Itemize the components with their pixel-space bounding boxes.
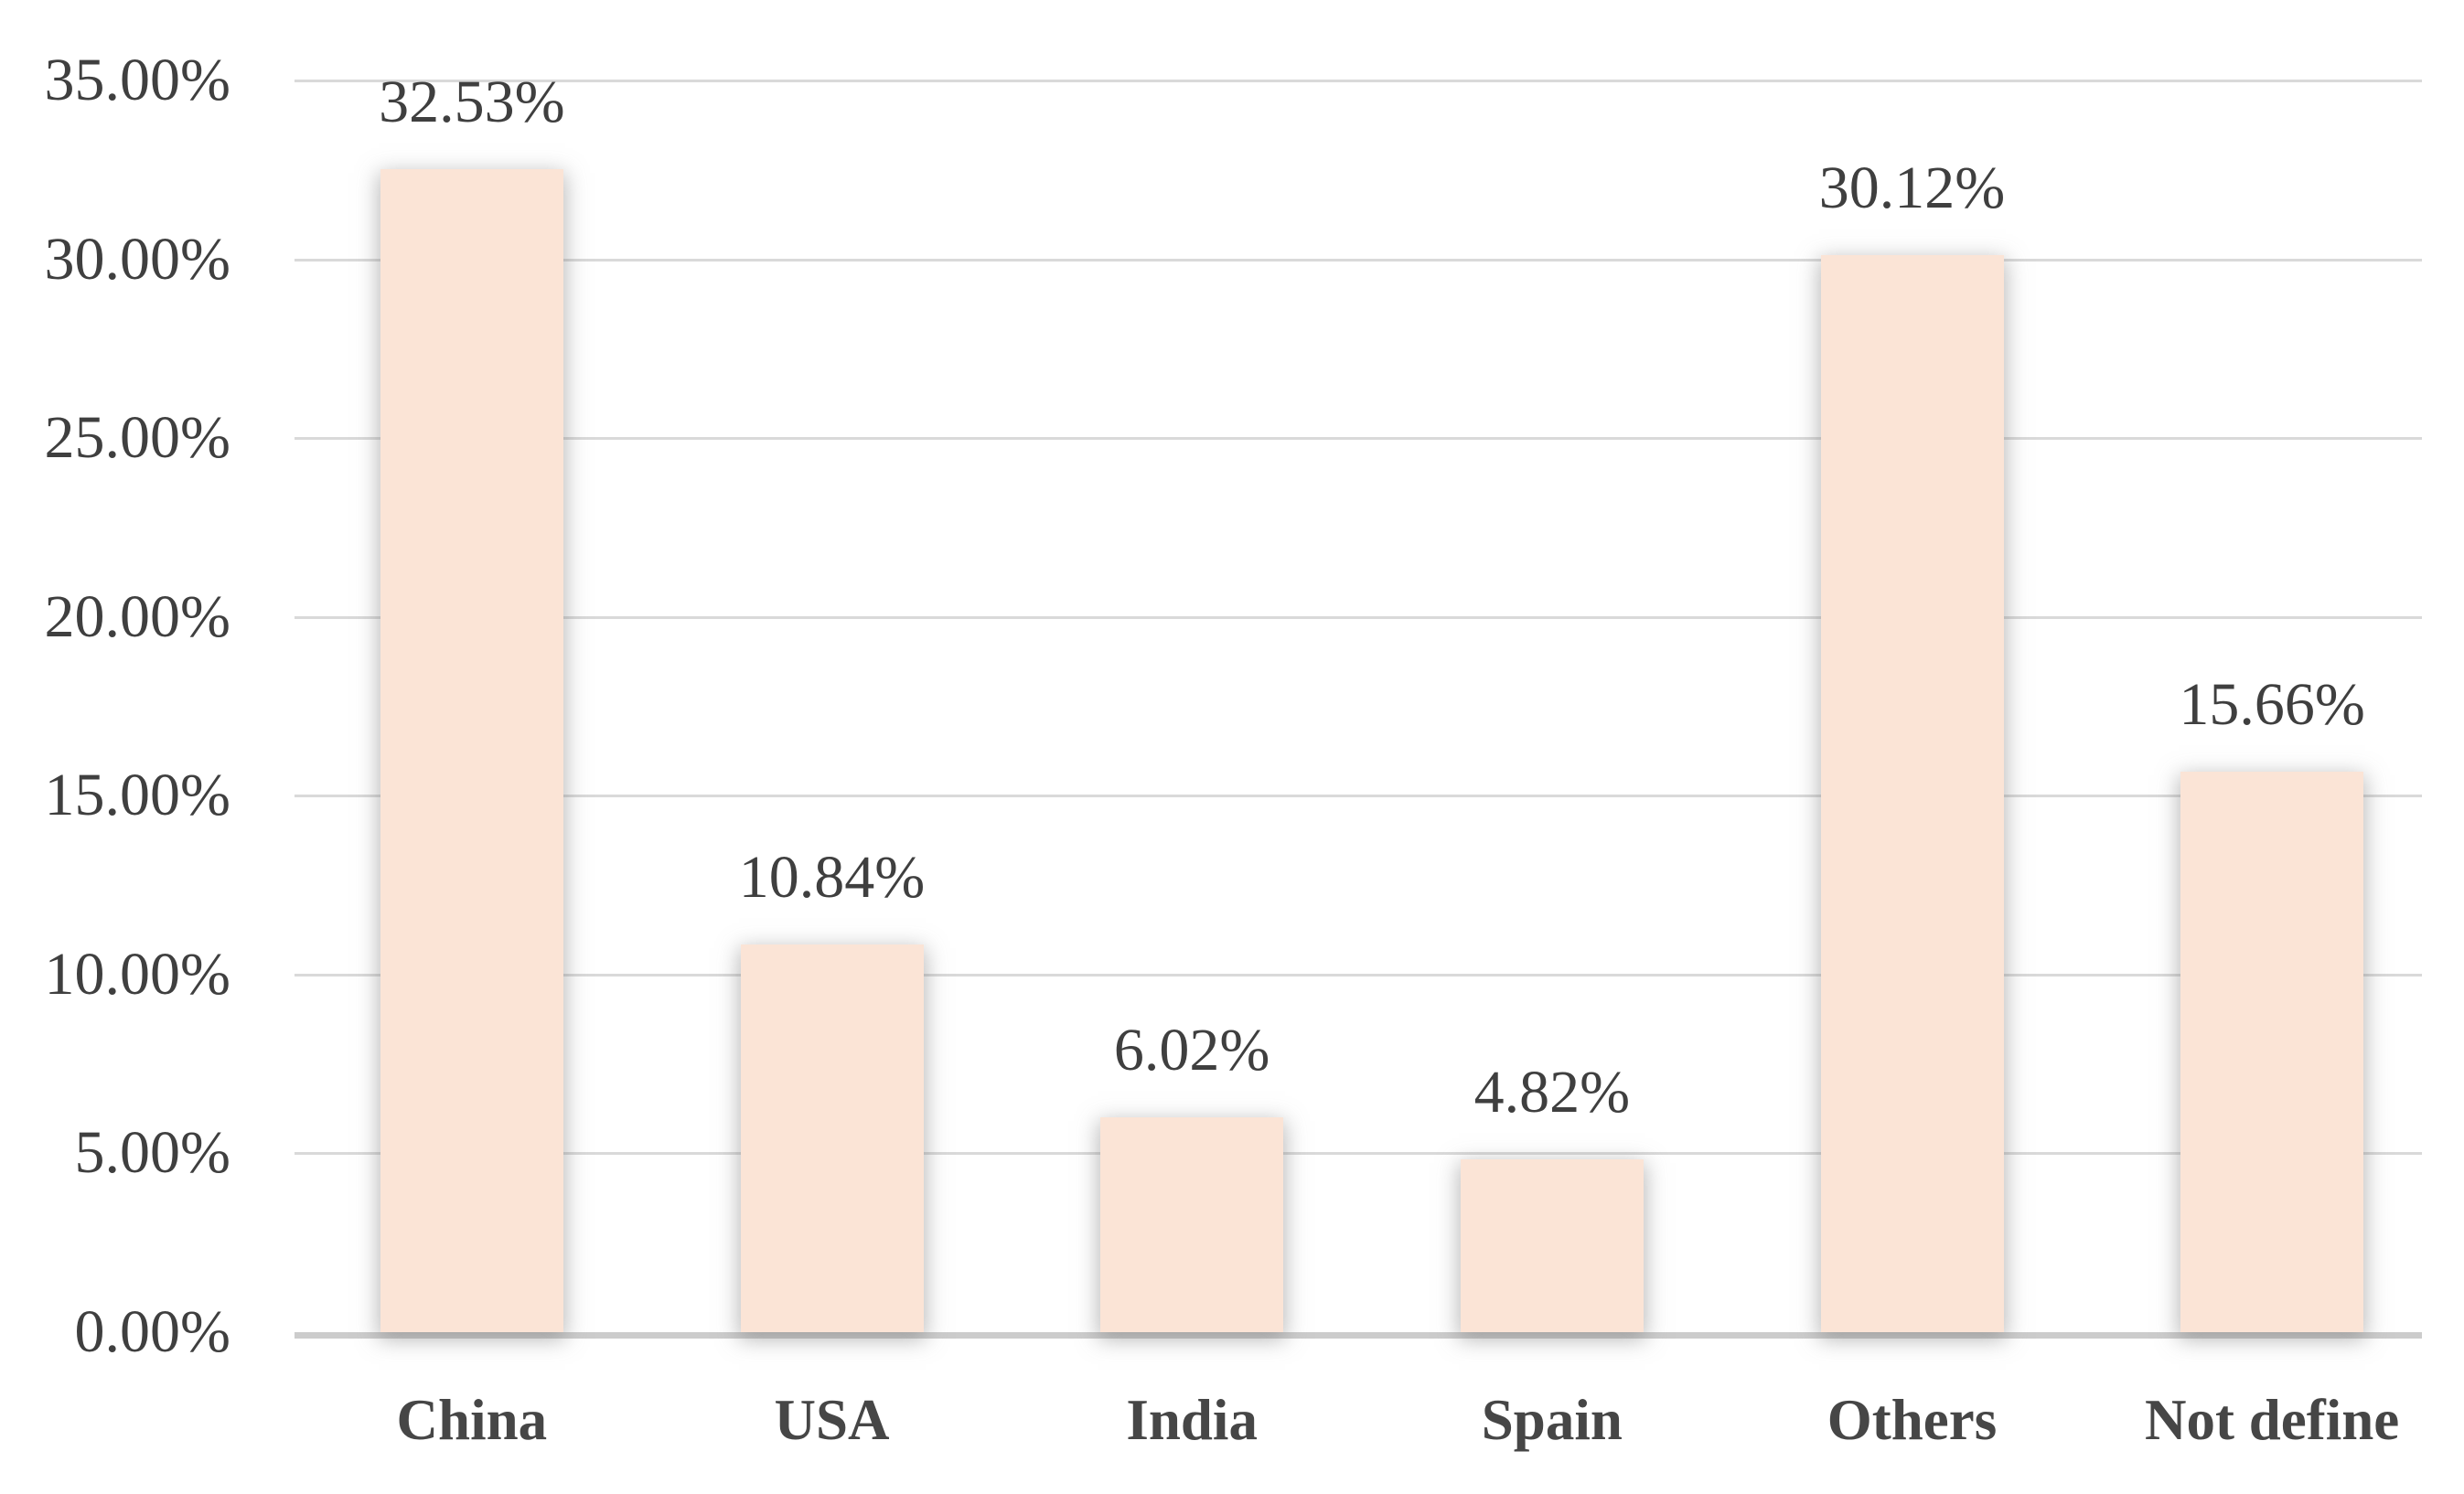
x-axis-category-label: China <box>396 1388 548 1452</box>
bar-usa <box>740 944 924 1332</box>
bar-others <box>1820 254 2004 1332</box>
y-axis-tick-label: 30.00% <box>44 225 230 293</box>
y-axis-tick-label: 25.00% <box>44 404 230 472</box>
gridline <box>295 258 2422 261</box>
bar-value-label: 4.82% <box>1473 1059 1631 1126</box>
bar-value-label: 15.66% <box>2179 671 2365 739</box>
x-axis-category-label: India <box>1126 1388 1258 1452</box>
y-axis-tick-label: 20.00% <box>44 582 230 650</box>
bar-spain <box>1460 1159 1644 1332</box>
y-axis-tick-label: 0.00% <box>74 1298 230 1365</box>
x-axis-category-label: Spain <box>1481 1388 1623 1452</box>
y-axis-tick-label: 35.00% <box>44 47 230 113</box>
y-axis-tick-label: 5.00% <box>74 1119 230 1187</box>
y-axis-tick-label: 15.00% <box>44 762 230 829</box>
x-axis-category-label: Not define <box>2145 1388 2400 1452</box>
bar-china <box>380 168 563 1332</box>
x-axis-category-label: Others <box>1827 1388 1998 1452</box>
gridline <box>295 437 2422 441</box>
y-axis-tick-label: 10.00% <box>44 940 230 1008</box>
bar-value-label: 6.02% <box>1113 1016 1270 1083</box>
gridline <box>295 973 2422 976</box>
gridline <box>295 615 2422 619</box>
bar-value-label: 32.53% <box>379 68 565 135</box>
x-axis-category-label: USA <box>774 1388 890 1452</box>
x-axis-line <box>295 1332 2422 1339</box>
bar-not-define <box>2180 772 2364 1332</box>
gridline <box>295 795 2422 798</box>
bar-value-label: 30.12% <box>1818 154 2006 221</box>
gridline <box>295 80 2422 82</box>
gridline <box>295 1152 2422 1156</box>
bar-india <box>1100 1116 1284 1332</box>
bar-value-label: 10.84% <box>738 844 926 911</box>
